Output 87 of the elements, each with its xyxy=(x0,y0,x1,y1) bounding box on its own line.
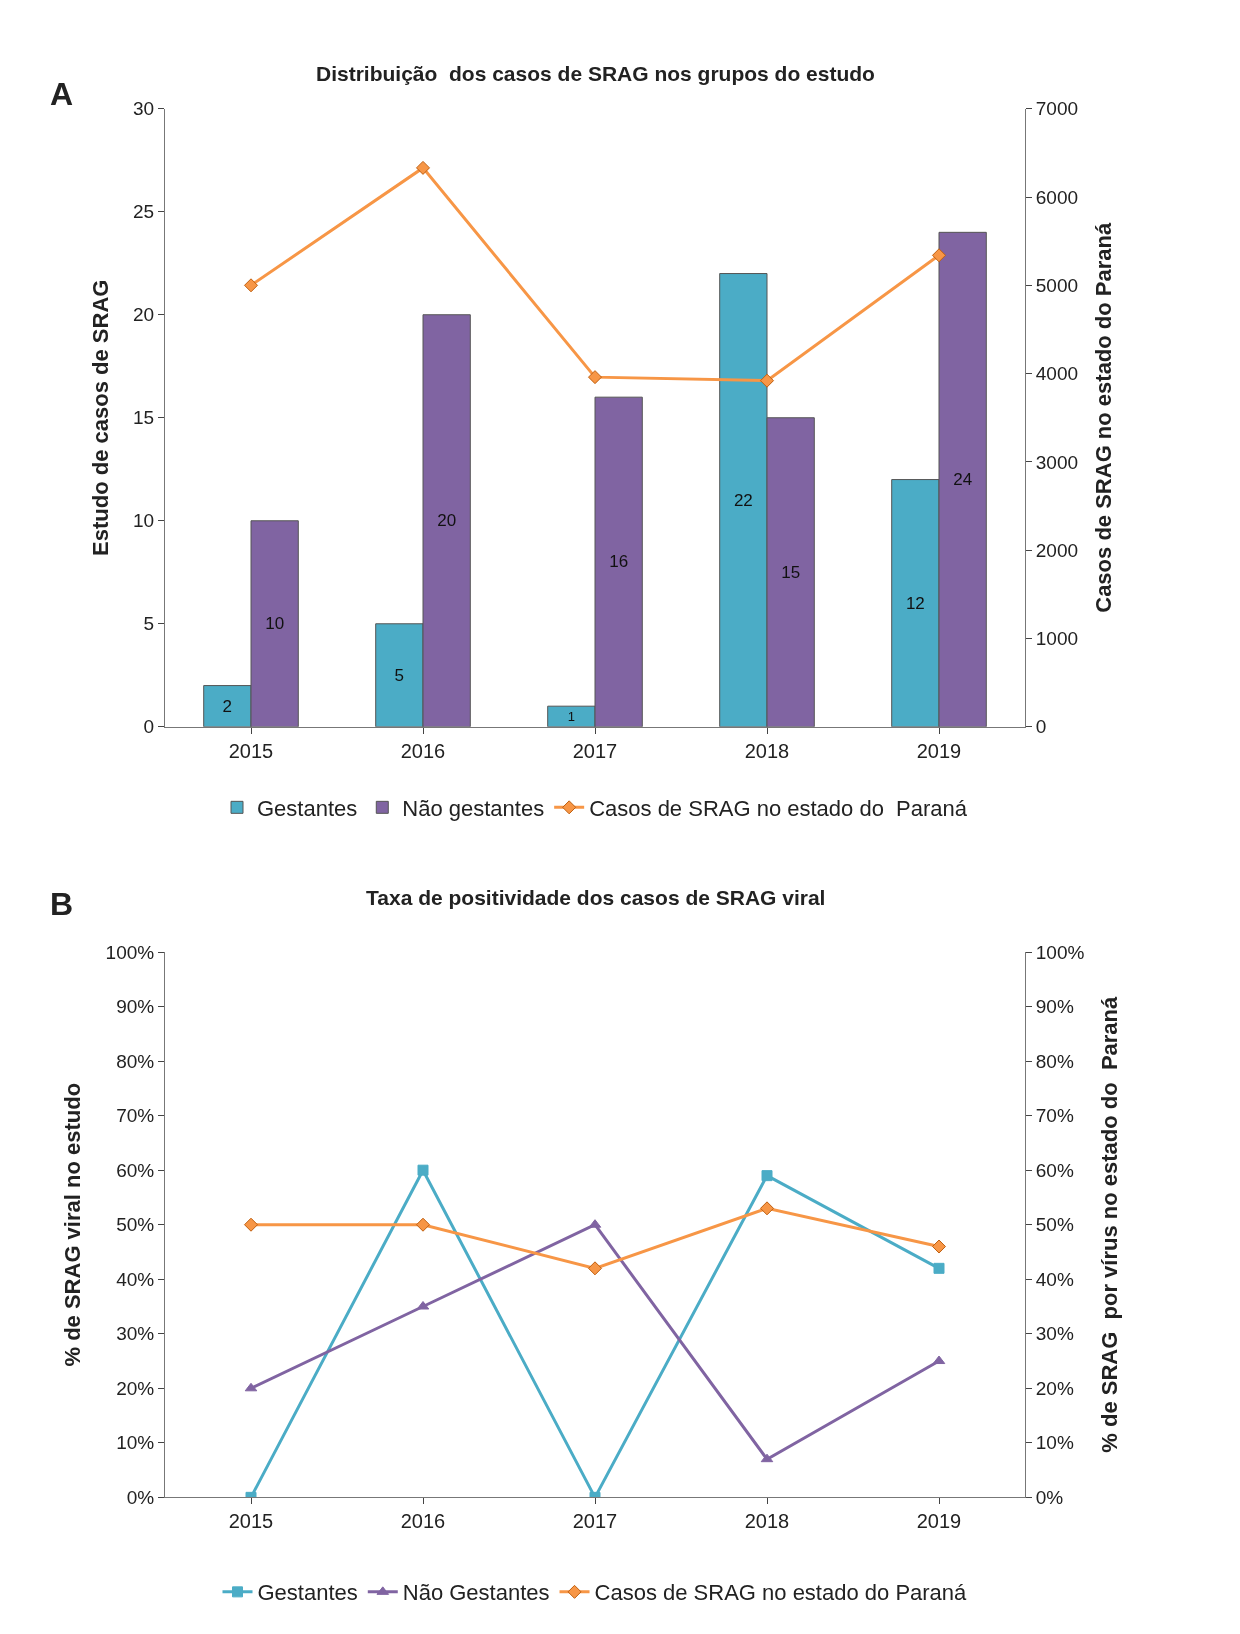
point xyxy=(244,278,258,293)
y2-tick-label: 6000 xyxy=(1035,186,1079,208)
y2-tick-label: 4000 xyxy=(1035,363,1079,385)
x-tick-label: 2018 xyxy=(744,739,790,762)
y-tick-label: 30 xyxy=(133,98,155,120)
y2-tick-label: 80% xyxy=(1035,1050,1074,1072)
y2-tick-label: 70% xyxy=(1035,1105,1074,1127)
y2-tick-label: 2000 xyxy=(1035,539,1079,561)
data-label: 20 xyxy=(437,511,457,531)
y-tick-label: 25 xyxy=(133,201,155,223)
point xyxy=(416,1217,430,1232)
legend-label: Casos de SRAG no estado do Paraná xyxy=(594,1580,968,1606)
y-tick-label: 50% xyxy=(116,1214,155,1236)
legend-label: Gestantes xyxy=(257,795,358,821)
y2-tick-label: 3000 xyxy=(1035,451,1079,473)
legend-label: Não Gestantes xyxy=(402,1580,550,1606)
y-tick-label: 70% xyxy=(116,1105,155,1127)
y-tick-label: 0 xyxy=(143,716,155,738)
y2-axis-title: Casos de SRAG no estado do Paraná xyxy=(1090,222,1116,613)
y-tick-label: 5 xyxy=(143,613,155,635)
point xyxy=(588,1261,602,1276)
text: B xyxy=(50,886,74,922)
point xyxy=(417,1164,429,1176)
data-label: 1 xyxy=(567,708,575,724)
x-tick-label: 2016 xyxy=(400,739,446,762)
x-tick-label: 2019 xyxy=(916,1510,962,1533)
y2-tick-label: 5000 xyxy=(1035,274,1079,296)
y-tick-label: 40% xyxy=(116,1268,155,1290)
y-tick-label: 60% xyxy=(116,1159,155,1181)
x-tick-label: 2017 xyxy=(572,1510,618,1533)
y2-tick-label: 0% xyxy=(1035,1487,1064,1508)
y2-tick-label: 50% xyxy=(1035,1214,1074,1236)
point xyxy=(933,1262,945,1274)
x-tick-label: 2016 xyxy=(400,1510,446,1533)
data-label: 12 xyxy=(905,593,925,613)
y2-tick-label: 100% xyxy=(1035,941,1085,963)
x-tick-label: 2015 xyxy=(228,1510,274,1533)
point xyxy=(244,1382,258,1392)
y-tick-label: 30% xyxy=(116,1323,155,1345)
y-tick-label: 100% xyxy=(105,941,155,963)
y-tick-label: 0% xyxy=(126,1487,155,1508)
point xyxy=(760,1201,774,1216)
legend-label: Gestantes xyxy=(257,1580,358,1606)
y2-tick-label: 20% xyxy=(1035,1377,1074,1399)
data-label: 10 xyxy=(265,614,285,634)
data-label: 16 xyxy=(609,552,629,572)
data-label: 24 xyxy=(953,470,973,490)
point xyxy=(588,370,602,385)
y-tick-label: 10% xyxy=(116,1432,155,1454)
point xyxy=(932,1355,946,1365)
legend-label: Não gestantes xyxy=(402,795,545,821)
y2-tick-label: 60% xyxy=(1035,1159,1074,1181)
y-axis-title: Estudo de casos de SRAG xyxy=(87,279,113,556)
y2-axis-title: % de SRAG por vírus no estado do Paraná xyxy=(1097,995,1123,1453)
x-tick-label: 2019 xyxy=(916,739,962,762)
y-tick-label: 90% xyxy=(116,996,155,1018)
point xyxy=(760,373,774,388)
y2-tick-label: 30% xyxy=(1035,1323,1074,1345)
x-tick-label: 2017 xyxy=(572,739,618,762)
x-tick-label: 2018 xyxy=(744,1510,790,1533)
point xyxy=(761,1170,773,1182)
chart-title: Taxa de positividade dos casos de SRAG viral xyxy=(366,886,826,909)
y-tick-label: 15 xyxy=(133,407,155,429)
y2-tick-label: 1000 xyxy=(1035,628,1079,650)
point xyxy=(416,160,430,175)
legend-label: Casos de SRAG no estado do Paraná xyxy=(589,795,968,821)
point xyxy=(932,248,946,263)
y2-tick-label: 7000 xyxy=(1035,98,1079,120)
chart-title: Distribuição dos casos de SRAG nos grupos do estudo xyxy=(316,62,875,85)
y-axis-title: % de SRAG viral no estudo xyxy=(60,1082,86,1367)
data-label: 15 xyxy=(781,562,801,582)
point xyxy=(932,1239,946,1254)
data-label: 5 xyxy=(394,665,405,685)
x-tick-label: 2015 xyxy=(228,739,274,762)
data-label: 2 xyxy=(222,696,233,716)
y-tick-label: 10 xyxy=(133,510,155,532)
y-tick-label: 80% xyxy=(116,1050,155,1072)
y-tick-label: 20 xyxy=(133,304,155,326)
point xyxy=(244,1217,258,1232)
point xyxy=(760,1453,774,1463)
y2-tick-label: 10% xyxy=(1035,1432,1074,1454)
text: A xyxy=(50,76,74,112)
y2-tick-label: 0 xyxy=(1035,716,1047,738)
y2-tick-label: 40% xyxy=(1035,1268,1074,1290)
y-tick-label: 20% xyxy=(116,1377,155,1399)
data-label: 22 xyxy=(733,490,753,510)
y2-tick-label: 90% xyxy=(1035,996,1074,1018)
